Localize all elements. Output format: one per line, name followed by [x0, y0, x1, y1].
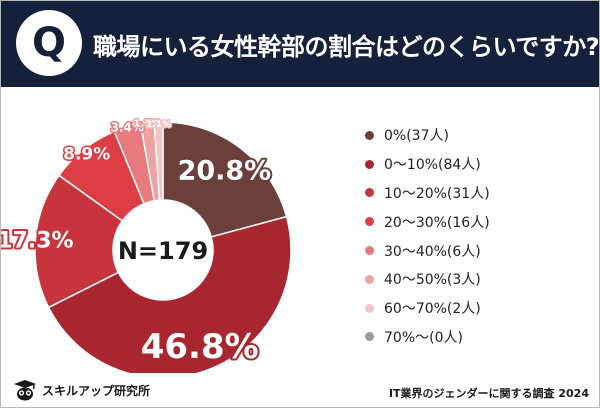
- legend-swatch: [365, 274, 374, 284]
- legend-label: 70%～(0人): [384, 329, 463, 346]
- slice-percent-label: 20.8%: [178, 155, 272, 186]
- legend-label: 10～20%(31人): [384, 185, 490, 202]
- legend-item: 30～40%(6人): [363, 236, 593, 265]
- q-letter: Q: [32, 20, 66, 66]
- legend-item: 70%～(0人): [363, 323, 593, 352]
- legend-swatch: [365, 332, 374, 342]
- donut-slices: [34, 121, 292, 373]
- brand-logo: スキルアップ研究所: [13, 379, 150, 401]
- legend-item: 40～50%(3人): [363, 265, 593, 294]
- center-label: N=179: [118, 237, 208, 265]
- slice-percent-label: 3.4%: [111, 120, 144, 134]
- q-letter-icon: Q: [16, 10, 82, 76]
- slice-percent-label: 1.7%: [133, 118, 161, 129]
- legend: 0%(37人) 0～10%(84人) 10～20%(31人) 20～30%(16人) 3…: [363, 121, 593, 351]
- donut-chart: 20.8% 46.8% 17.3% 8.9%3.4%1.7%1.1% N=179: [1, 117, 292, 373]
- legend-item: 20～30%(16人): [363, 207, 593, 236]
- slice-percent-label: 8.9%: [63, 144, 110, 164]
- legend-item: 0～10%(84人): [363, 150, 593, 179]
- survey-source: IT業界のジェンダーに関する調査 2024: [388, 387, 589, 400]
- brand-name: スキルアップ研究所: [42, 383, 151, 398]
- legend-swatch: [365, 188, 374, 198]
- legend-swatch: [365, 217, 374, 227]
- donut-slice: [34, 174, 124, 309]
- legend-label: 0%(37人): [384, 128, 449, 145]
- donut-slice: [47, 215, 292, 373]
- legend-swatch: [365, 159, 374, 169]
- question-title: 職場にいる女性幹部の割合はどのくらいですか?: [93, 33, 600, 61]
- slice-percent-label: 17.3%: [1, 229, 74, 254]
- legend-item: 60～70%(2人): [363, 294, 593, 323]
- owl-graduation-icon: [14, 380, 36, 401]
- donut-slice: [153, 121, 164, 201]
- legend-label: 20～30%(16人): [384, 214, 490, 231]
- legend-swatch: [365, 246, 374, 256]
- slice-percent-label: 46.8%: [141, 327, 259, 367]
- legend-swatch: [365, 303, 374, 313]
- legend-label: 60～70%(2人): [384, 301, 481, 318]
- legend-swatch: [365, 130, 374, 140]
- legend-item: 0%(37人): [363, 121, 593, 150]
- legend-label: 0～10%(84人): [384, 157, 481, 174]
- legend-label: 30～40%(6人): [384, 243, 481, 260]
- slice-percent-label: 1.1%: [146, 120, 171, 130]
- donut-slice: [162, 121, 288, 238]
- legend-item: 10～20%(31人): [363, 179, 593, 208]
- header-banner: Q 職場にいる女性幹部の割合はどのくらいですか?: [1, 1, 600, 87]
- donut-labels: 20.8% 46.8% 17.3% 8.9%3.4%1.7%1.1%: [1, 117, 273, 369]
- legend-label: 40～50%(3人): [384, 272, 481, 289]
